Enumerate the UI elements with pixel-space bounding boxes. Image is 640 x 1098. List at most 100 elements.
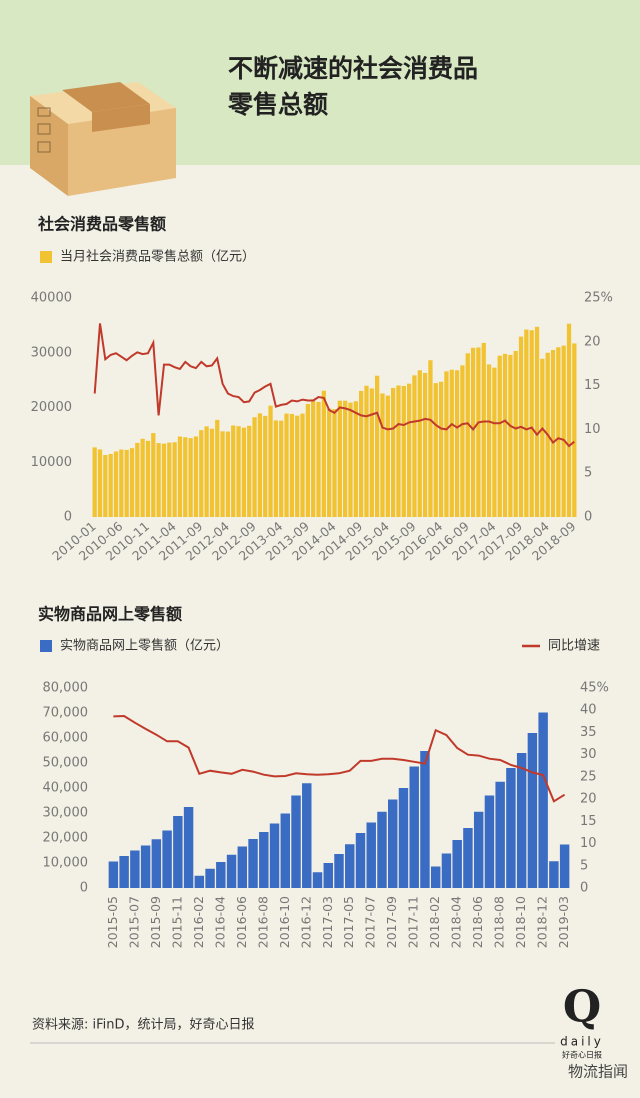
logo-sub: 好奇心日报 [562,1050,602,1060]
y-tick-label: 60,000 [43,731,89,746]
bar [108,453,113,517]
y2-tick-label: 15 [580,814,597,829]
bar [334,854,344,888]
box-icon [30,82,176,196]
bar [473,811,484,888]
y2-tick-label: 0 [580,881,588,896]
bar [460,365,465,517]
bar [470,347,476,517]
bar [257,413,263,517]
bar [452,840,462,888]
bar [556,347,561,517]
bar [433,383,438,517]
bar [327,408,332,517]
bar [284,413,289,517]
bar [216,862,226,888]
bar [140,438,145,517]
bar [237,846,248,888]
x-tick-label: 2018-12 [535,896,550,948]
bar [140,845,151,888]
page-title: 零售总额 [227,90,328,119]
bar [316,401,321,517]
y2-tick-label: 45% [580,681,609,696]
x-tick-label: 2017-05 [341,896,356,948]
bar [199,430,204,517]
bar [527,733,538,888]
bar [359,390,364,517]
bar [366,822,376,888]
bar [263,415,268,517]
bar [311,399,316,517]
bar [204,426,209,517]
bar [492,367,497,517]
bar [559,844,570,888]
bar [289,413,294,517]
y2-tick-label: 25% [584,291,613,306]
bar [420,751,430,888]
legend-swatch [40,251,52,263]
bar [302,783,312,888]
y-tick-label: 50,000 [43,756,89,771]
bar [506,768,516,888]
bar [167,442,172,517]
bar [337,400,342,517]
y2-tick-label: 10 [580,836,597,851]
bar [305,403,310,517]
x-tick-label: 2018-02 [427,896,442,948]
x-tick-label: 2017-07 [363,896,378,948]
y2-tick-label: 15 [584,378,601,393]
chart-title: 实物商品网上零售额 [38,605,182,624]
x-tick-label: 2016-08 [255,896,270,948]
y-tick-label: 20000 [31,400,72,415]
x-tick-label: 2016-12 [298,896,313,948]
bar [97,449,103,517]
bar [193,436,199,517]
bar [390,387,396,517]
bar [375,375,380,517]
bar [188,438,193,517]
y2-tick-label: 10 [584,422,601,437]
legend-label: 同比增速 [548,639,600,654]
bar [231,425,236,517]
y2-tick-label: 5 [584,466,592,481]
bar [205,868,215,888]
bar [183,437,188,517]
x-tick-label: 2015-09 [148,896,163,948]
bar [225,431,231,517]
line [93,323,575,448]
logo-letter: Q [563,982,601,1033]
y2-tick-label: 5 [580,858,588,873]
logo-word: daily [560,1035,604,1049]
x-tick-label: 2015-07 [126,896,141,948]
y-tick-label: 0 [64,510,72,525]
bar [396,385,401,517]
bar [108,861,119,888]
x-tick-label: 2018-08 [492,896,507,948]
x-tick-label: 2015-05 [105,896,120,948]
y2-tick-label: 20 [580,792,597,807]
bar [321,390,326,517]
bar [259,832,269,888]
bar [130,850,140,888]
x-tick-label: 2017-11 [406,896,421,948]
bar [409,766,419,888]
bar [280,813,291,888]
y2-tick-label: 25 [580,769,597,784]
bar [428,360,433,517]
x-tick-label: 2016-06 [234,896,249,948]
legend-swatch [40,640,52,652]
bar [401,386,406,517]
x-tick-label: 2019-03 [556,896,571,948]
y-tick-label: 30,000 [43,806,89,821]
bar [387,799,398,888]
y2-tick-label: 0 [584,510,592,525]
bar [323,863,333,888]
bar [465,353,470,517]
y-tick-label: 10000 [31,455,72,470]
bar [540,358,545,517]
y-tick-label: 40,000 [43,781,89,796]
bar [438,381,444,517]
bar [508,354,513,517]
bar [194,875,205,888]
